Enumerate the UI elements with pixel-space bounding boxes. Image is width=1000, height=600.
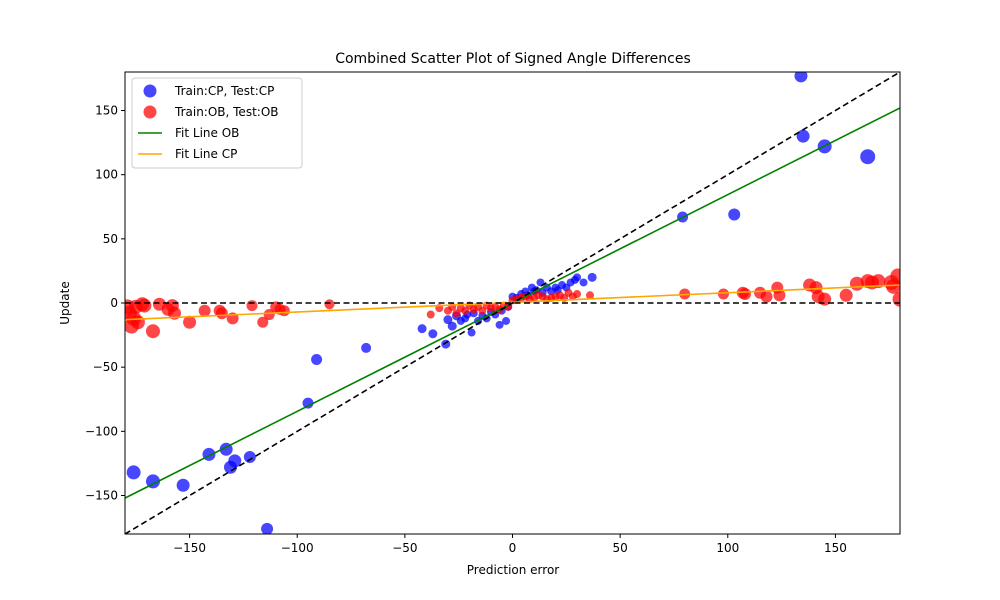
scatter-point [502,316,511,325]
scatter-point [773,289,786,302]
scatter-point [717,288,729,300]
scatter-point [587,272,597,282]
scatter-point [890,268,900,284]
scatter-point [176,478,190,492]
x-tick-label: −150 [173,541,206,555]
scatter-point [302,397,314,409]
x-axis-label: Prediction error [467,563,560,577]
legend-box [131,77,303,169]
x-tick-label: 100 [716,541,739,555]
scatter-point [228,454,242,468]
scatter-point [137,298,152,313]
scatter-point [839,288,853,302]
scatter-point [278,305,290,317]
scatter-point [586,291,594,300]
legend: Train:CP, Test:CP Train:OB, Test:OB Fit Li… [131,77,303,169]
scatter-point [311,353,323,365]
scatter-point [246,300,258,312]
scatter-point [168,306,182,320]
scatter-point [261,522,274,534]
plot-area [125,72,900,534]
x-tick-label: 50 [612,541,627,555]
y-tick-label: −150 [85,489,118,503]
scatter-point [871,274,886,289]
legend-label: Train:OB, Test:OB [174,105,279,119]
scatter-point [361,342,372,353]
legend-marker [143,105,157,119]
scatter-point [467,328,476,337]
scatter-point [728,208,741,221]
chart-title: Combined Scatter Plot of Signed Angle Di… [335,51,691,67]
scatter-point [198,304,211,317]
y-tick-label: 100 [95,168,118,182]
scatter-point [794,72,808,83]
scatter-point [263,309,275,321]
axes: −150 −100 −50 0 50 100 150 −150 −100 −50 0 50 100 150 [85,71,901,555]
scatter-point [579,278,588,287]
x-tick-label: 0 [509,541,517,555]
y-tick-label: 0 [110,296,118,310]
scatter-point [145,324,160,339]
scatter-point [441,339,451,349]
scatter-point [130,315,145,330]
scatter-point [215,307,228,320]
legend-marker [143,84,157,98]
scatter-point [796,129,810,143]
scatter-point [573,290,582,299]
reference-line [125,72,900,534]
x-tick-label: −100 [281,541,314,555]
scatter-point [417,324,427,334]
x-tick-label: 150 [824,541,847,555]
scatter-point [573,273,582,282]
y-tick-label: −50 [93,360,118,374]
y-tick-label: −100 [85,424,118,438]
scatter-point [443,315,453,325]
scatter-point [426,310,435,319]
y-axis-label: Update [58,281,72,324]
legend-label: Train:CP, Test:CP [174,84,274,98]
scatter-point [183,315,197,329]
y-tick-label: 150 [95,104,118,118]
scatter-point [243,451,256,463]
legend-label: Fit Line OB [175,126,239,140]
scatter-point [126,465,141,480]
scatter-point [860,149,876,165]
legend-label: Fit Line CP [175,147,237,161]
x-tick-label: −50 [392,541,417,555]
scatter-point [495,320,504,329]
scatter-point [324,299,335,310]
y-tick-label: 50 [103,232,118,246]
scatter-point [447,321,457,331]
scatter-point [739,288,751,301]
scatter-point [257,316,269,328]
scatter-point [760,290,773,303]
scatter-point [428,329,438,339]
